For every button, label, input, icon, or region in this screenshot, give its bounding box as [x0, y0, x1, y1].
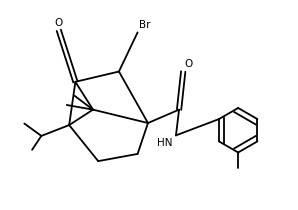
Text: HN: HN [157, 138, 173, 148]
Text: O: O [185, 59, 193, 69]
Text: O: O [55, 18, 63, 28]
Text: Br: Br [139, 20, 151, 30]
